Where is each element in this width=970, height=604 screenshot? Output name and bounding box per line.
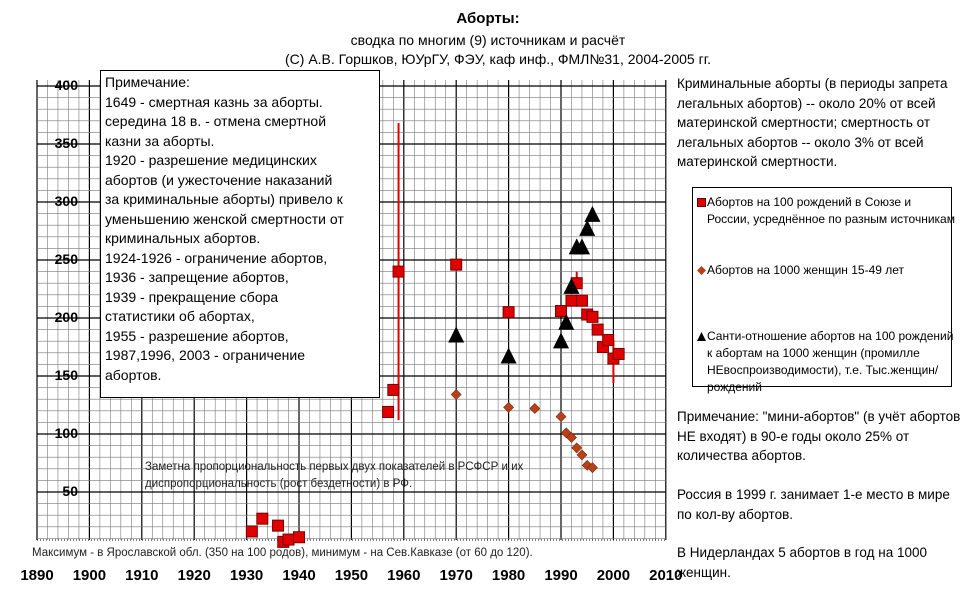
y-tick-label: 100 [54, 425, 78, 441]
note-line: 1649 - смертная казнь за аборты. [105, 93, 323, 110]
triangle-point [563, 277, 580, 294]
x-tick-label: 1940 [282, 567, 316, 584]
x-tick-label: 1890 [20, 567, 54, 584]
square-point [392, 265, 405, 278]
y-tick-label: 400 [54, 77, 78, 93]
x-tick-label: 1990 [544, 567, 578, 584]
diamond-point [450, 389, 462, 400]
y-tick-label: 200 [54, 309, 78, 325]
note-line: 1955 - разрешение абортов, [105, 327, 289, 344]
square-point [575, 294, 588, 307]
diamond-point [529, 403, 541, 414]
square-point [565, 294, 578, 307]
square-marker-icon [697, 198, 706, 207]
note-line: 1939 - прекращение сбора [105, 288, 279, 305]
note-line: за криминальные аборты) привело к [105, 191, 343, 207]
triangle-point [573, 238, 590, 255]
y-tick-label: 250 [54, 251, 78, 267]
max-min-annotation: Максимум - в Ярославской обл. (350 на 10… [32, 547, 533, 559]
square-point [245, 525, 258, 538]
chart-credit: (С) А.В. Горшков, ЮУрГУ, ФЭУ, каф инф., … [285, 51, 711, 67]
note-line: 1936 - запрещение абортов, [105, 269, 289, 285]
note-line: середина 18 в. - отмена смертной [105, 113, 327, 129]
chart-title: Аборты: [456, 10, 520, 27]
x-tick-label: 1980 [491, 567, 526, 584]
x-tick-label: 2010 [649, 567, 683, 584]
square-point [591, 323, 604, 336]
y-tick-label: 150 [54, 367, 78, 383]
diamond-marker-icon [697, 266, 706, 275]
legend-item-triangles: Санти-отношение абортов на 100 рождений … [697, 328, 957, 396]
square-point [256, 512, 269, 525]
triangle-point [584, 205, 601, 222]
proportionality-annotation: Заметна пропорциональность первых двух п… [145, 461, 524, 490]
x-tick-label: 2000 [596, 567, 631, 584]
note-line: криминальных абортов. [105, 230, 261, 246]
diamond-point [587, 462, 598, 474]
triangle-point [500, 347, 517, 364]
note-line: статистики об абортах, [105, 308, 255, 324]
square-point [612, 347, 625, 360]
legend-label: Санти-отношение абортов на 100 рождений … [707, 329, 954, 394]
x-tick-label: 1970 [439, 567, 473, 584]
triangle-point [448, 326, 465, 343]
diamond-point [576, 449, 588, 461]
square-point [602, 334, 615, 347]
square-point [382, 405, 395, 418]
triangle-point [558, 313, 575, 330]
square-point [387, 383, 400, 396]
x-tick-label: 1950 [334, 567, 369, 584]
square-point [282, 533, 295, 546]
criminal-abortion-note: Криминальные аборты (в периоды запрета л… [677, 76, 948, 169]
triangle-point [579, 219, 596, 236]
legend-label: Абортов на 1000 женщин 15-49 лет [707, 263, 905, 277]
note-line: абортов. [105, 366, 162, 383]
diamond-point [555, 411, 567, 423]
diamond-point [503, 401, 515, 413]
history-note-box: Примечание: 1649 - смертная казнь за або… [100, 70, 380, 398]
note-line: 1920 - разрешение медицинских [105, 152, 317, 168]
note-line: уменьшению женской смертности от [105, 210, 344, 227]
x-tick-label: 1960 [387, 567, 421, 584]
note-line: 1924-1926 - ограничение абортов, [105, 249, 328, 266]
legend-item-squares: Абортов на 100 рождений в Союзе и России… [697, 194, 957, 228]
square-point [555, 305, 567, 318]
x-tick-label: 1910 [125, 567, 159, 584]
triangle-marker-icon [697, 332, 706, 341]
chart-subtitle: сводка по многим (9) источникам и расчёт [350, 32, 626, 48]
x-tick-label: 1900 [72, 567, 107, 584]
legend-item-diamonds: Абортов на 1000 женщин 15-49 лет [697, 262, 957, 279]
y-tick-label: 350 [54, 135, 78, 151]
mini-abortion-note: Примечание: "мини-абортов" (в учёт аборт… [677, 409, 961, 463]
chart-legend: Абортов на 100 рождений в Союзе и России… [692, 187, 955, 394]
diamond-point [571, 442, 583, 454]
square-point [450, 258, 463, 271]
note-line: казни за аборты. [105, 132, 215, 149]
note-line: Примечание: [105, 74, 190, 90]
triangle-point [553, 332, 569, 349]
note-line: 1987,1996, 2003 - ограничение [105, 347, 305, 363]
y-tick-label: 50 [62, 483, 78, 499]
y-tick-label: 300 [54, 193, 78, 209]
russia-rank-note: Россия в 1999 г. занимает 1-е место в ми… [677, 487, 950, 522]
x-tick-label: 1930 [229, 567, 264, 584]
square-point [586, 310, 599, 323]
netherlands-note: В Нидерландах 5 абортов в год на 1000 же… [677, 545, 928, 580]
square-point [272, 519, 285, 532]
legend-label: Абортов на 100 рождений в Союзе и России… [707, 195, 955, 226]
note-line: абортов (и ужесточение наказаний [105, 171, 333, 188]
square-point [502, 306, 515, 319]
diamond-point [566, 432, 577, 443]
square-point [293, 531, 305, 544]
x-tick-label: 1920 [177, 567, 211, 584]
